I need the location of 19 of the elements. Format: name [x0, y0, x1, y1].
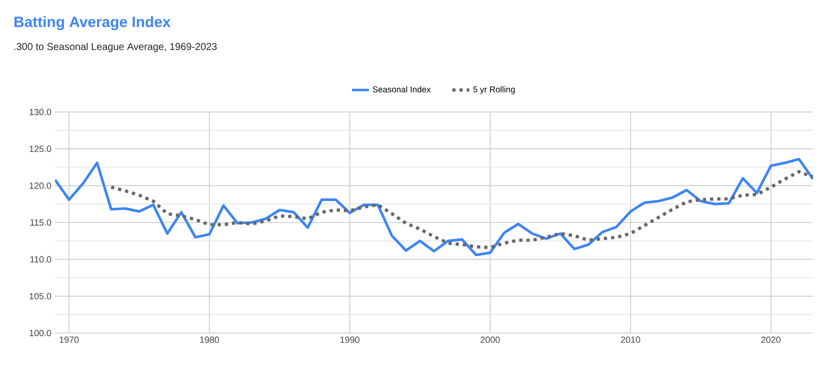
x-tick-label: 2000 [480, 336, 500, 343]
x-tick-label: 1980 [200, 336, 220, 343]
line-series [110, 170, 814, 250]
y-tick-label: 110.0 [30, 256, 52, 263]
x-tick-label: 1990 [340, 336, 360, 343]
x-tick-label: 1970 [60, 336, 79, 343]
x-tick-label: 2020 [761, 336, 781, 343]
y-tick-label: 105.0 [30, 292, 52, 300]
y-tick-label: 130.0 [30, 108, 52, 116]
legend-label: 5 yr Rolling [473, 86, 515, 94]
y-tick-label: 125.0 [30, 146, 52, 152]
y-tick-label: 115.0 [30, 219, 52, 226]
legend-label: Seasonal Index [372, 86, 431, 92]
y-tick-label: 100.0 [30, 330, 52, 336]
chart-title: Batting Average Index [14, 16, 171, 30]
chart-subtitle: .300 to Seasonal League Average, 1969-2023 [14, 42, 217, 52]
y-tick-label: 120.0 [30, 182, 52, 189]
x-tick-label: 2010 [621, 336, 640, 343]
line-series [55, 158, 814, 256]
